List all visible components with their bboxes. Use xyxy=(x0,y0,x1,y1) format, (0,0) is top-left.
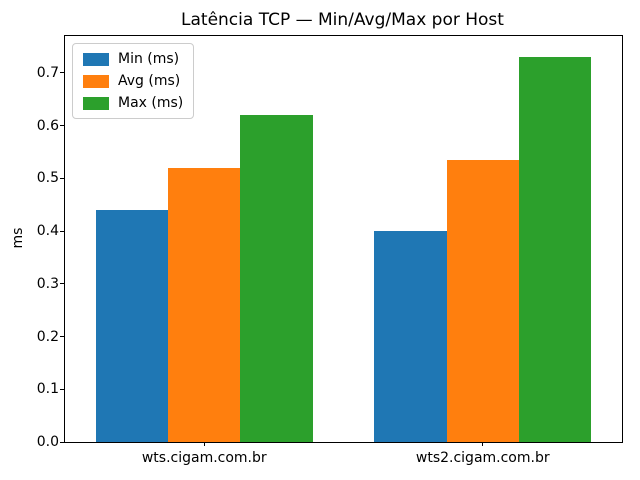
x-tick-label: wts2.cigam.com.br xyxy=(415,450,550,466)
legend-swatch-avg-icon xyxy=(83,74,109,88)
y-tick-mark xyxy=(60,125,64,127)
y-tick-mark xyxy=(60,72,64,74)
y-tick-label: 0.1 xyxy=(36,381,59,398)
legend-label-max: Max (ms) xyxy=(118,95,184,111)
x-tick-mark xyxy=(482,442,484,446)
legend-item-max: Max (ms) xyxy=(83,95,183,111)
y-tick-label: 0.7 xyxy=(36,64,59,81)
chart-title: Latência TCP — Min/Avg/Max por Host xyxy=(181,10,504,30)
y-tick-mark xyxy=(60,230,64,232)
legend-swatch-max-icon xyxy=(83,96,109,110)
bar-avg-wts2.cigam.com.br xyxy=(446,159,519,442)
y-tick-label: 0.4 xyxy=(36,223,59,240)
y-axis-label: ms xyxy=(10,227,26,249)
y-tick-mark xyxy=(60,441,64,443)
y-tick-label: 0.5 xyxy=(36,170,59,187)
y-tick-mark xyxy=(60,283,64,285)
legend-item-avg: Avg (ms) xyxy=(83,73,183,89)
legend-swatch-min-icon xyxy=(83,52,109,66)
bar-avg-wts.cigam.com.br xyxy=(168,167,241,442)
y-tick-label: 0.0 xyxy=(36,434,59,450)
x-tick-mark xyxy=(203,442,205,446)
y-tick-label: 0.3 xyxy=(36,275,59,292)
bar-min-wts2.cigam.com.br xyxy=(374,231,447,442)
legend-item-min: Min (ms) xyxy=(83,51,183,67)
legend: Min (ms) Avg (ms) Max (ms) xyxy=(72,43,195,119)
y-tick-mark xyxy=(60,336,64,338)
y-tick-mark xyxy=(60,388,64,390)
bar-max-wts2.cigam.com.br xyxy=(518,57,592,442)
plot-area: Min (ms) Avg (ms) Max (ms) 0.0 0.1 0.2 0.3 0… xyxy=(37,35,623,466)
y-tick-label: 0.2 xyxy=(36,328,59,345)
x-tick-label: wts.cigam.com.br xyxy=(141,450,267,466)
legend-label-min: Min (ms) xyxy=(118,51,180,67)
bar-min-wts.cigam.com.br xyxy=(95,210,169,442)
legend-label-avg: Avg (ms) xyxy=(118,73,181,89)
y-tick-mark xyxy=(60,177,64,179)
y-tick-label: 0.6 xyxy=(36,117,59,134)
bar-max-wts.cigam.com.br xyxy=(240,115,313,442)
